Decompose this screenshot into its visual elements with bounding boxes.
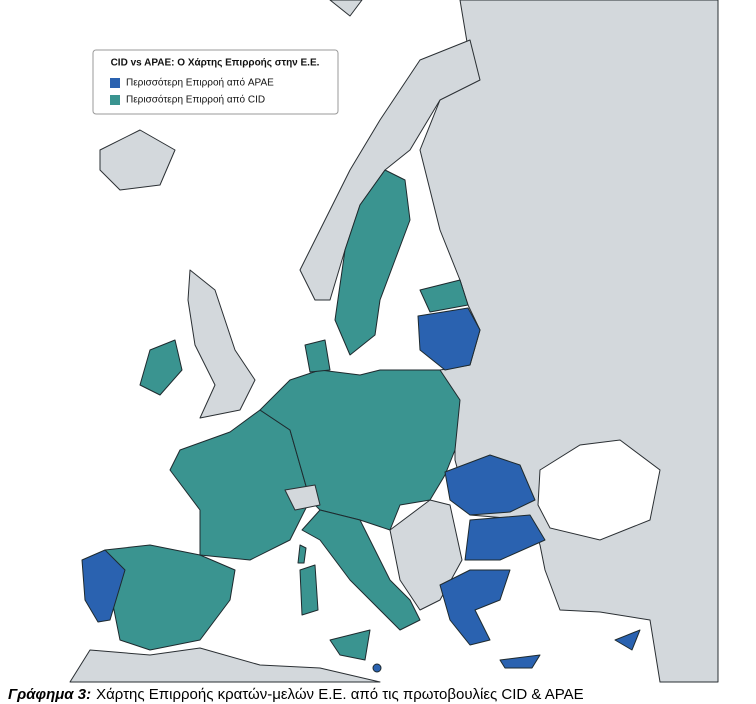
switzerland	[284, 484, 321, 511]
corsica	[297, 544, 307, 564]
uk	[187, 269, 256, 419]
italy	[301, 509, 421, 631]
sicily	[329, 629, 371, 661]
romania	[444, 454, 536, 516]
legend-swatch	[110, 95, 120, 105]
cyprus	[614, 629, 641, 651]
ireland	[139, 339, 183, 396]
legend-title: CID vs APAE: Ο Χάρτης Επιρροής στην Ε.Ε.	[111, 58, 320, 69]
latvia-lithuania	[417, 307, 481, 371]
denmark	[304, 339, 331, 373]
bulgaria	[464, 514, 546, 561]
caption-text: Χάρτης Επιρροής κρατών-μελών Ε.Ε. από τι…	[96, 686, 584, 703]
legend-box	[92, 49, 339, 115]
portugal	[81, 549, 126, 623]
caption: Γράφημα 3: Χάρτης Επιρροής κρατών-μελών Ε…	[8, 686, 584, 703]
black-sea	[537, 439, 661, 541]
caption-label: Γράφημα 3:	[8, 686, 91, 703]
legend-label: Περισσότερη Επιρροή από APAE	[126, 77, 274, 89]
greenland-edge	[329, 0, 363, 17]
malta	[372, 663, 382, 673]
greece	[439, 569, 511, 646]
spain	[104, 544, 236, 651]
legend-swatch	[110, 78, 120, 88]
sweden	[334, 169, 411, 356]
france	[169, 409, 311, 561]
estonia	[419, 279, 469, 313]
norway	[299, 39, 481, 301]
sardinia	[299, 564, 319, 616]
africa	[69, 647, 381, 683]
crete	[499, 654, 541, 669]
iceland	[99, 129, 176, 191]
legend-label: Περισσότερη Επιρροή από CID	[126, 94, 265, 106]
